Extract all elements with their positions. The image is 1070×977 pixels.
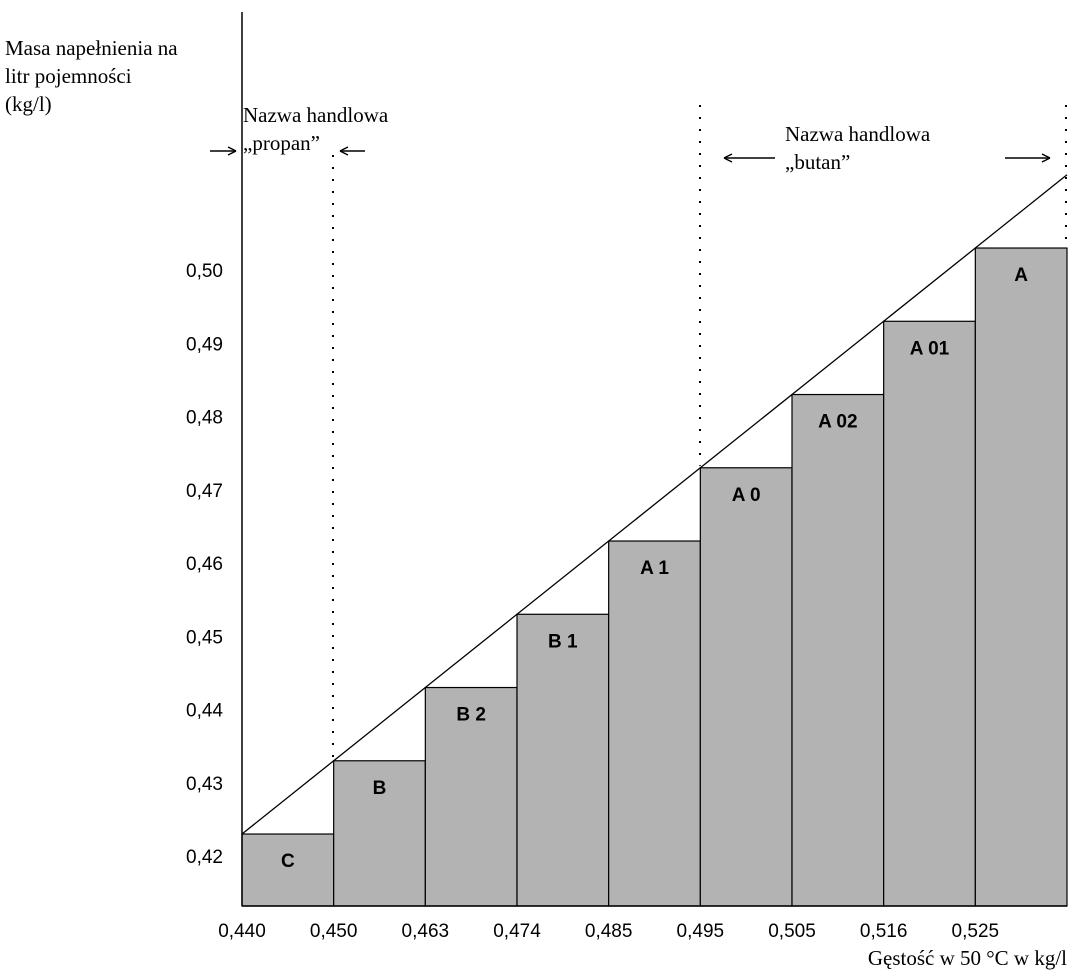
y-tick-label: 0,46 [186,554,223,575]
x-tick-label: 0,450 [310,921,358,942]
propan-arrow-right-head [227,146,237,156]
butan-annotation: Nazwa handlowa „butan” [785,120,930,176]
y-tick-label: 0,45 [186,627,223,648]
butan-arrow-left-head [723,153,733,163]
butan-annotation-line-1: Nazwa handlowa [785,122,931,146]
bar-9 [974,247,1068,907]
propan-arrow-left-head [339,146,349,156]
x-tick-label: 0,463 [402,921,450,942]
propan-annotation-line-2: „propan” [243,131,320,155]
y-tick-label: 0,50 [186,261,223,282]
x-tick-label: 0,485 [585,921,633,942]
bar-label: A 02 [818,412,857,433]
y-axis-label-line-1: Masa napełnienia na [5,36,178,60]
propan-annotation-line-1: Nazwa handlowa [243,103,389,127]
y-axis-label-line-2: litr pojemności [5,64,132,88]
diagonal-line [241,174,1068,835]
y-tick-label: 0,43 [186,774,223,795]
y-axis-label-line-3: (kg/l) [5,92,52,116]
bar-label: B [373,778,387,799]
bar-3 [424,686,518,907]
y-axis-label: Masa napełnienia na litr pojemności (kg/… [5,34,178,118]
y-tick-label: 0,42 [186,847,223,868]
bar-2 [333,760,426,907]
bar-4 [516,613,610,907]
y-tick-label: 0,47 [186,481,223,502]
x-tick-label: 0,525 [952,921,1000,942]
y-tick-label: 0,49 [186,334,223,355]
x-axis-label: Gęstość w 50 °C w kg/l [867,946,1067,970]
bar-5 [608,540,701,907]
bar-8 [883,320,976,907]
x-tick-label: 0,516 [860,921,908,942]
butan-arrow-right-head [1041,153,1051,163]
bar-1 [241,833,335,907]
x-tick-label: 0,440 [218,921,266,942]
bar-label: C [281,851,295,872]
x-tick-label: 0,495 [677,921,725,942]
bar-label: A [1014,265,1028,286]
bar-label: A 01 [910,338,950,359]
y-tick-label: 0,48 [186,408,223,429]
bar-label: B 2 [456,705,486,726]
x-tick-label: 0,505 [768,921,816,942]
butan-annotation-line-2: „butan” [785,150,851,174]
y-tick-label: 0,44 [186,701,223,722]
x-tick-label: 0,474 [493,921,541,942]
bar-7 [791,393,885,907]
bar-label: B 1 [548,631,578,652]
bar-6 [699,467,793,907]
propan-annotation: Nazwa handlowa „propan” [243,101,388,157]
bar-label: A 1 [640,558,669,579]
bar-label: A 0 [732,485,761,506]
